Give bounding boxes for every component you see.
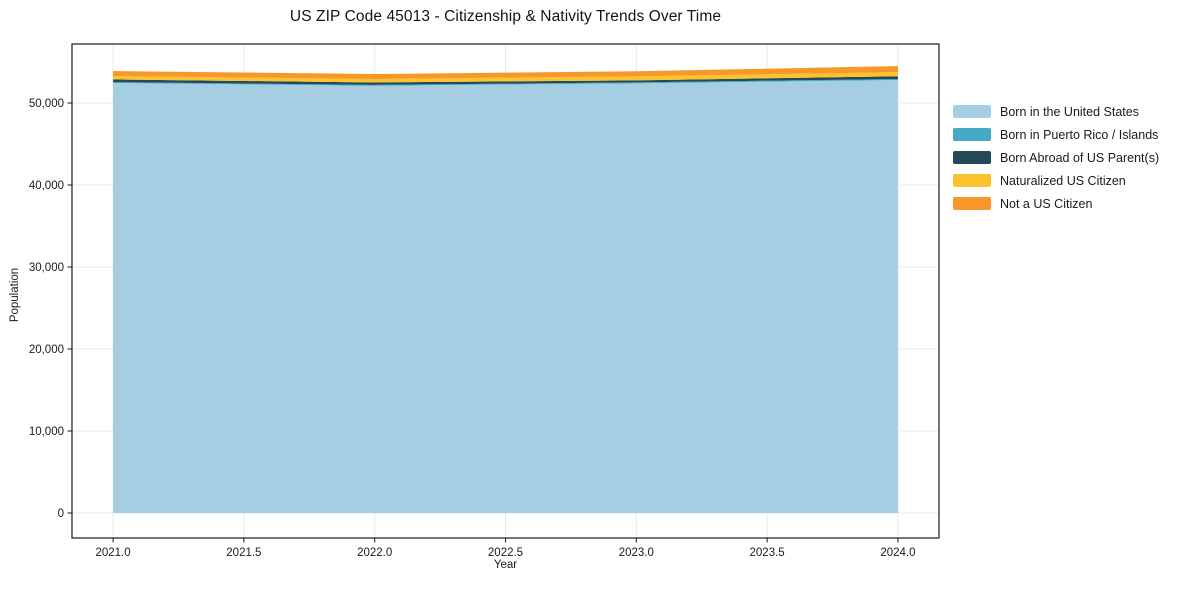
svg-text:50,000: 50,000 (29, 98, 64, 110)
chart-title: US ZIP Code 45013 - Citizenship & Nativi… (289, 8, 722, 25)
svg-text:0: 0 (58, 508, 64, 520)
legend-row-born-us: Born in the United States (953, 100, 1159, 123)
legend: Born in the United States Born in Puerto… (953, 100, 1159, 215)
legend-label-born-abroad: Born Abroad of US Parent(s) (1000, 150, 1160, 165)
legend-swatch-born-abroad-icon (953, 151, 991, 164)
svg-text:2023.0: 2023.0 (619, 547, 654, 559)
legend-label-born-us: Born in the United States (1000, 104, 1139, 119)
svg-text:2024.0: 2024.0 (880, 547, 915, 559)
svg-text:2021.0: 2021.0 (95, 547, 130, 559)
legend-row-born-abroad: Born Abroad of US Parent(s) (953, 146, 1159, 169)
svg-text:30,000: 30,000 (29, 262, 64, 274)
legend-swatch-not-citizen-icon (953, 197, 991, 210)
svg-text:2023.5: 2023.5 (750, 547, 785, 559)
legend-swatch-born-us-icon (953, 105, 991, 118)
legend-label-naturalized: Naturalized US Citizen (1000, 173, 1126, 188)
legend-label-born-pr-islands: Born in Puerto Rico / Islands (1000, 127, 1159, 142)
legend-row-not-citizen: Not a US Citizen (953, 192, 1159, 215)
svg-text:20,000: 20,000 (29, 344, 64, 356)
svg-text:2022.5: 2022.5 (488, 547, 523, 559)
legend-swatch-naturalized-icon (953, 174, 991, 187)
svg-text:2022.0: 2022.0 (357, 547, 392, 559)
svg-text:10,000: 10,000 (29, 426, 64, 438)
legend-row-born-pr-islands: Born in Puerto Rico / Islands (953, 123, 1159, 146)
svg-text:40,000: 40,000 (29, 180, 64, 192)
svg-text:2021.5: 2021.5 (226, 547, 261, 559)
y-axis-label-text: Population (9, 267, 21, 323)
legend-row-naturalized: Naturalized US Citizen (953, 169, 1159, 192)
legend-swatch-born-pr-islands-icon (953, 128, 991, 141)
x-axis-label: Year (493, 559, 518, 571)
legend-label-not-citizen: Not a US Citizen (1000, 196, 1093, 211)
